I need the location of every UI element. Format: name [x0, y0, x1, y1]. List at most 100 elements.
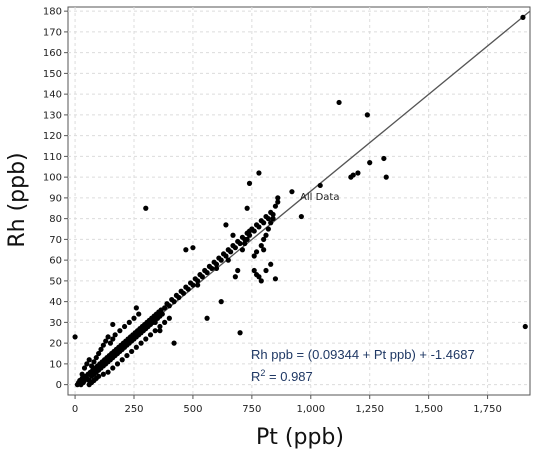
grid	[68, 7, 530, 395]
x-tick-label: 1,250	[355, 404, 384, 415]
data-point	[218, 299, 224, 305]
data-point	[209, 265, 215, 272]
data-point	[251, 253, 257, 259]
data-point	[143, 205, 149, 211]
x-tick-label: 500	[183, 404, 202, 415]
x-tick-label: 1,000	[296, 404, 325, 415]
data-point	[185, 286, 191, 292]
y-tick-label: 180	[43, 7, 62, 18]
data-point	[100, 371, 106, 377]
data-point	[121, 323, 128, 330]
data-point	[317, 182, 323, 189]
data-point	[119, 357, 125, 363]
data-point	[246, 180, 253, 186]
data-point	[79, 371, 85, 377]
data-point	[298, 213, 304, 220]
y-tick-label: 0	[56, 380, 62, 391]
data-point	[261, 247, 267, 253]
data-point	[261, 220, 267, 226]
x-tick-label: 250	[124, 404, 143, 415]
data-point	[242, 240, 248, 247]
x-tick-label: 750	[242, 404, 261, 415]
data-point	[256, 224, 262, 230]
data-point	[98, 346, 104, 352]
data-point	[126, 319, 132, 325]
data-point	[124, 352, 130, 359]
data-point	[195, 278, 201, 284]
data-point	[258, 243, 264, 249]
data-point	[223, 222, 229, 228]
data-point	[176, 294, 182, 301]
data-point	[367, 160, 373, 166]
regression-equation: Rh ppb = (0.09344 + Pt ppb) + -1.4687	[251, 347, 475, 362]
data-point	[84, 361, 90, 367]
data-point	[129, 348, 135, 355]
data-point	[110, 336, 116, 342]
data-point	[91, 359, 97, 365]
data-point	[253, 249, 260, 255]
y-tick-label: 50	[49, 276, 62, 287]
y-tick-label: 110	[43, 152, 62, 163]
data-point	[117, 328, 123, 334]
y-tick-label: 30	[49, 318, 62, 329]
data-point	[166, 303, 172, 309]
data-point	[232, 245, 238, 251]
data-point	[96, 373, 102, 379]
data-point	[105, 334, 111, 340]
y-tick-label: 90	[49, 193, 62, 204]
y-tick-label: 20	[49, 339, 62, 350]
data-point	[204, 269, 210, 276]
data-point	[114, 361, 121, 367]
data-point	[199, 274, 205, 280]
data-point	[204, 315, 210, 321]
data-point	[171, 340, 177, 346]
data-point	[157, 328, 163, 334]
data-point	[190, 245, 196, 251]
data-point	[251, 267, 257, 274]
y-axis-title: Rh (ppb)	[5, 152, 30, 247]
data-point	[364, 112, 370, 118]
data-point	[223, 253, 229, 259]
data-point	[270, 211, 276, 218]
data-point	[110, 365, 116, 371]
y-tick-label: 40	[49, 297, 62, 308]
y-tick-label: 100	[43, 173, 62, 184]
data-point	[225, 257, 231, 263]
data-point	[256, 170, 262, 176]
data-point	[107, 340, 114, 346]
data-point	[246, 232, 253, 238]
y-tick-label: 130	[43, 110, 62, 121]
data-point	[213, 265, 220, 272]
data-point	[162, 319, 168, 325]
y-tick-label: 10	[49, 359, 62, 370]
data-point	[251, 228, 257, 234]
data-point	[246, 228, 253, 234]
data-point	[230, 232, 236, 238]
data-point	[520, 14, 526, 20]
data-point	[147, 332, 154, 338]
data-point	[171, 299, 177, 305]
data-point	[138, 340, 144, 346]
data-point	[143, 336, 149, 342]
data-point	[232, 274, 238, 280]
r-squared: R2 = 0.987	[251, 368, 313, 384]
x-tick-label: 1,750	[473, 404, 502, 415]
data-point	[235, 267, 241, 274]
data-point	[112, 332, 118, 338]
y-tick-label: 150	[43, 69, 62, 80]
data-point	[96, 350, 102, 357]
data-point	[81, 365, 88, 371]
y-tick-label: 60	[49, 256, 62, 267]
data-point	[86, 357, 92, 363]
data-point	[93, 355, 99, 361]
data-point	[244, 236, 250, 242]
data-point	[381, 155, 387, 162]
data-point	[258, 278, 264, 284]
data-point	[268, 261, 274, 267]
data-point	[263, 232, 269, 238]
data-point	[105, 369, 111, 375]
y-tick-label: 170	[43, 27, 62, 38]
data-point	[152, 328, 158, 334]
data-point	[272, 276, 279, 282]
